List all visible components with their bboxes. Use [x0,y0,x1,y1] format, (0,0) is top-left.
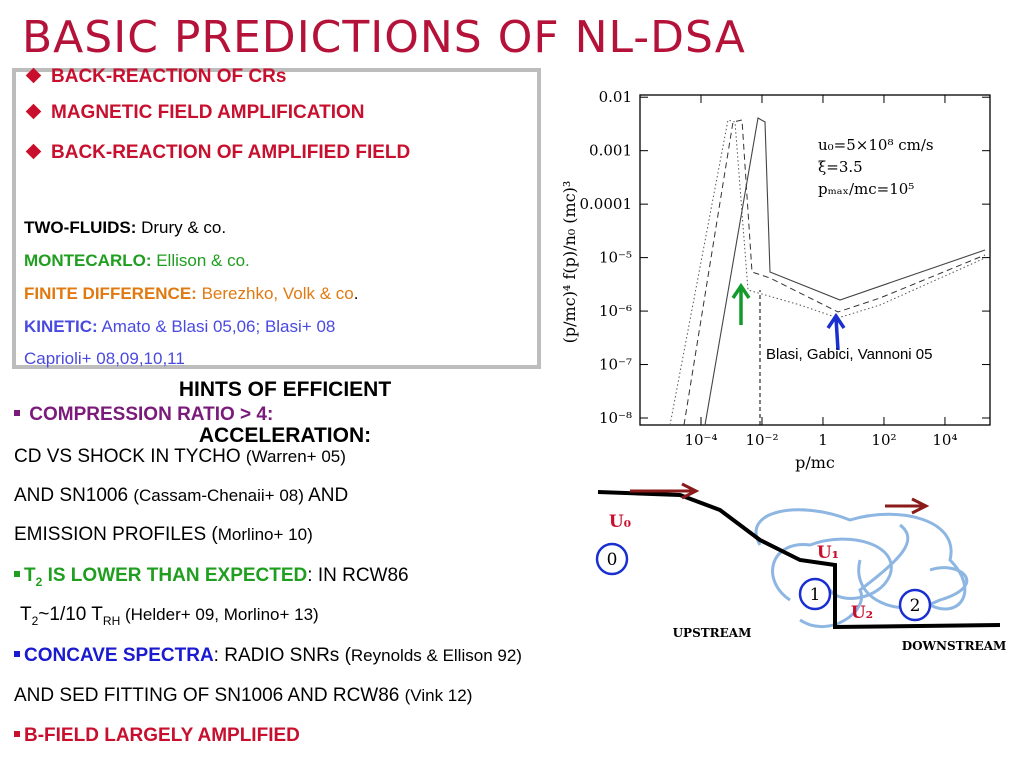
hint-line: COMPRESSION RATIO > 4: [14,404,273,426]
method-label: FINITE DIFFERENCE: [24,284,197,303]
hint-line: CONCAVE SPECTRA: RADIO SNRs (Reynolds & … [14,645,522,667]
velocity-label: U₀ [609,512,631,532]
y-tick-label: 0.001 [589,142,632,160]
method-label: TWO-FLUIDS: [24,218,137,237]
hint-text: B-FIELD LARGELY AMPLIFIED [24,725,300,746]
slide-title: BASIC PREDICTIONS OF NL-DSA [22,12,746,63]
hint-line: AND SED FITTING OF SN1006 AND RCW86 (Vin… [14,685,472,707]
zone-label: 2 [910,596,921,616]
hint-ref: (Helder+ 09, Morlino+ 13) [120,605,319,624]
hint-ref: (Warren+ 05) [245,447,346,466]
effect-item: MAGNETIC FIELD AMPLIFICATION [22,102,364,124]
y-axis-label: (p/mc)⁴ f(p)/n₀ (mc)³ [560,181,579,344]
hint-text: CD VS SHOCK IN TYCHO [14,446,246,467]
method-text: Ellison & co. [156,251,250,270]
method-text: Drury & co. [141,218,227,237]
effect-text: BACK-REACTION OF CRs [51,66,287,87]
effect-item: BACK-REACTION OF AMPLIFIED FIELD [22,133,482,172]
turbulence [754,508,969,628]
method-text: Berezhko, Volk & co [201,284,354,303]
hint-ref: (Cassam-Chenaii+ 08) [133,486,304,505]
y-tick-label: 0.01 [599,88,632,106]
hint-text: T [24,565,36,586]
zone-circle [898,588,932,622]
method-label: KINETIC: [24,317,98,336]
method: KINETIC: Amato & Blasi 05,06; Blasi+ 08 [24,317,335,337]
hint-text: AND [303,485,349,506]
summary-box [12,68,541,369]
velocity-label: U₂ [851,603,873,623]
zone-circle [595,542,629,576]
effect-item: BACK-REACTION OF CRs [22,66,286,88]
hint-line: T2 IS LOWER THAN EXPECTED: IN RCW86 [14,565,409,589]
y-tick-label: 10⁻⁵ [599,249,632,267]
method-text: Caprioli+ 08,09,10,11 [24,349,185,368]
zone-label: 0 [607,550,618,570]
y-tick-label: 10⁻⁷ [599,356,632,374]
x-tick-label: 10² [871,431,896,449]
x-tick-label: 1 [818,431,828,449]
y-tick-label: 10⁻⁶ [599,302,632,320]
method: Caprioli+ 08,09,10,11 [24,349,185,369]
y-tick-label: 0.0001 [580,195,633,213]
velocity-label: U₁ [817,543,839,563]
x-tick-label: 10⁻⁴ [684,431,717,449]
shock-profile [597,490,1001,630]
curve-dashed [683,119,986,426]
y-tick-label: 10⁻⁸ [599,409,632,427]
plot-frame [639,94,991,426]
flow-arrow [630,482,700,500]
hint-ref: (Vink 12) [404,686,473,705]
method-text: Amato & Blasi 05,06; Blasi+ 08 [101,317,336,336]
zone-label: 1 [810,585,821,605]
method: TWO-FLUIDS: Drury & co. [24,218,226,238]
plot-param: u₀=5×10⁸ cm/s [818,136,934,154]
hint-text: EMISSION PROFILES ( [14,524,218,545]
curve-dotted [669,119,986,426]
plot-credit: Blasi, Gabici, Vannoni 05 [766,346,933,363]
hint-line: AND SN1006 (Cassam-Chenaii+ 08) AND [14,485,348,507]
hint-line: CD VS SHOCK IN TYCHO (Warren+ 05) [14,446,346,468]
hint-text: CONCAVE SPECTRA [24,645,214,666]
hint-text: ~1/10 T [38,604,103,625]
hint-sub: RH [102,613,121,628]
hint-line: B-FIELD LARGELY AMPLIFIED [14,725,300,747]
curve-solid [704,117,986,426]
plot-param: ξ=3.5 [818,158,863,176]
hints-heading: HINTS OF EFFICIENT ACCELERATION: [178,378,392,447]
hint-text: AND SED FITTING OF SN1006 AND RCW86 [14,685,405,706]
hint-sub: 2 [35,574,43,589]
plot-param: pₘₐₓ/mc=10⁵ [818,180,914,198]
hint-text: T [20,604,32,625]
ticks: 10⁻⁴ 10⁻² 1 10² 10⁴ 0.01 0.001 0.0001 10⁻⁵ 10⁻⁶ 10… [580,88,990,449]
hint-text: AND SN1006 [14,485,134,506]
hint-ref: Morlino+ 10) [217,525,313,544]
x-axis-label: p/mc [795,453,835,472]
region-label: UPSTREAM [673,626,752,640]
hint-line: T2~1/10 TRH (Helder+ 09, Morlino+ 13) [20,604,319,628]
hint-sub: 2 [31,613,39,628]
hint-text: IS LOWER THAN EXPECTED [42,565,308,586]
green-arrow [731,282,751,325]
blue-arrow [826,312,846,351]
method-label: MONTECARLO: [24,251,152,270]
hint-text: COMPRESSION RATIO > 4: [29,404,274,425]
method: MONTECARLO: Ellison & co. [24,251,250,271]
method: FINITE DIFFERENCE: Berezhko, Volk & co. [24,284,358,304]
hint-text: : IN RCW86 [307,565,409,586]
x-tick-label: 10⁴ [932,431,957,449]
region-label: DOWNSTREAM [902,639,1007,653]
effect-text: BACK-REACTION OF AMPLIFIED FIELD [51,142,411,163]
flow-arrow [885,497,930,515]
method-end: . [353,284,359,303]
hint-ref: Reynolds & Ellison 92) [350,646,522,665]
hint-text: : RADIO SNRs ( [213,645,351,666]
effect-text: MAGNETIC FIELD AMPLIFICATION [51,102,365,123]
x-tick-label: 10⁻² [745,431,778,449]
zone-circle [798,577,832,611]
hint-line: EMISSION PROFILES (Morlino+ 10) [14,524,313,546]
